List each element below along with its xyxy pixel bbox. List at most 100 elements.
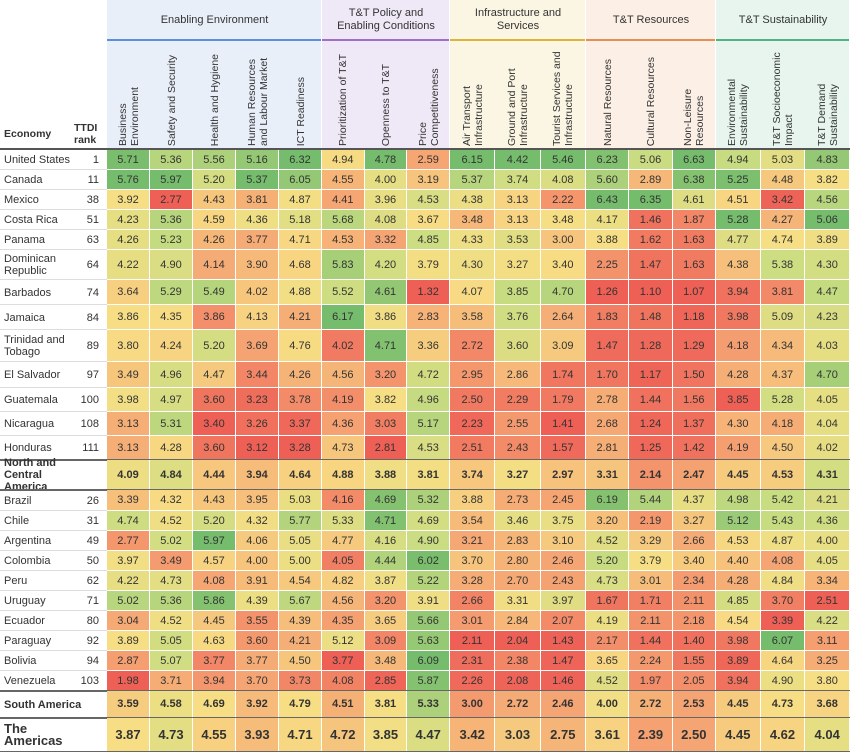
score-cell: 1.42: [672, 436, 716, 460]
score-cell: 4.50: [279, 651, 322, 671]
score-cell: 5.77: [279, 511, 322, 531]
row-rule: [0, 590, 107, 591]
score-cell: 4.90: [407, 531, 450, 551]
score-cell: 4.50: [760, 436, 806, 460]
score-cell: 5.67: [279, 591, 322, 611]
score-cell: 5.05: [279, 531, 322, 551]
column-header: Tourist Services and Infrastructure: [541, 44, 586, 146]
group-bg: [107, 0, 321, 150]
score-cell: 4.90: [150, 250, 193, 280]
score-cell: 2.46: [540, 691, 586, 718]
score-cell: 3.59: [107, 691, 150, 718]
score-cell: 2.53: [672, 691, 716, 718]
score-cell: 1.46: [629, 210, 673, 230]
score-cell: 5.02: [150, 531, 193, 551]
score-cell: 4.05: [805, 551, 850, 571]
score-cell: 2.11: [672, 591, 716, 611]
row-rule: [0, 189, 107, 190]
score-cell: 4.23: [107, 210, 150, 230]
column-header-text: Health and Hygiene: [208, 53, 221, 146]
score-cell: 4.36: [322, 412, 365, 436]
score-cell: 1.41: [540, 412, 586, 436]
group-rule: [107, 39, 321, 41]
score-cell: 4.19: [322, 388, 365, 412]
score-cell: 5.06: [805, 210, 850, 230]
score-cell: 4.87: [760, 531, 806, 551]
score-cell: 4.58: [150, 691, 193, 718]
score-cell: 4.85: [716, 591, 761, 611]
score-cell: 3.85: [364, 718, 408, 752]
column-header-text: Cultural Resources: [644, 56, 657, 146]
score-cell: 1.47: [540, 651, 586, 671]
score-cell: 5.25: [716, 170, 761, 190]
column-header-text: Environmental Sustainability: [726, 78, 751, 146]
score-cell: 2.64: [540, 305, 586, 330]
summary-rule: [0, 690, 850, 692]
economy-name: Canada: [4, 174, 43, 186]
column-header-text: Ground and Port Infrastructure: [505, 68, 530, 146]
score-cell: 4.05: [322, 551, 365, 571]
ttdi-rank: 64: [86, 259, 99, 271]
score-cell: 2.45: [540, 490, 586, 511]
score-cell: 1.74: [540, 362, 586, 388]
score-cell: 3.42: [450, 718, 496, 752]
ttdi-rank: 26: [86, 494, 99, 507]
score-cell: 4.02: [236, 280, 279, 305]
score-cell: 4.41: [322, 190, 365, 210]
score-cell: 3.82: [364, 388, 408, 412]
ttdi-rank: 100: [80, 394, 99, 406]
score-cell: 4.84: [150, 460, 193, 490]
score-cell: 5.03: [279, 490, 322, 511]
column-header-text: ICT Readiness: [294, 76, 307, 146]
summary-rule: [0, 459, 850, 461]
score-cell: 4.77: [716, 230, 761, 250]
score-cell: 3.21: [450, 531, 496, 551]
score-cell: 5.97: [193, 531, 236, 551]
score-cell: 3.11: [805, 631, 850, 651]
score-cell: 3.92: [236, 691, 279, 718]
column-header-text: Business Environment: [116, 87, 141, 146]
score-cell: 3.70: [450, 551, 496, 571]
score-cell: 5.33: [322, 511, 365, 531]
score-cell: 3.00: [540, 230, 586, 250]
column-header: Cultural Resources: [629, 44, 672, 146]
score-cell: 3.92: [107, 190, 150, 210]
score-cell: 4.97: [150, 388, 193, 412]
group-bg: [586, 0, 715, 150]
score-cell: 3.49: [107, 362, 150, 388]
score-cell: 2.87: [107, 651, 150, 671]
score-cell: 4.00: [805, 531, 850, 551]
score-cell: 4.61: [672, 190, 716, 210]
score-cell: 1.98: [107, 671, 150, 691]
score-cell: 3.37: [279, 412, 322, 436]
score-cell: 4.45: [716, 460, 761, 490]
score-cell: 4.70: [540, 280, 586, 305]
score-cell: 2.04: [495, 631, 541, 651]
score-cell: 4.47: [193, 362, 236, 388]
score-cell: 2.43: [540, 571, 586, 591]
score-cell: 3.98: [716, 631, 761, 651]
score-cell: 1.37: [672, 412, 716, 436]
score-cell: 5.46: [540, 150, 586, 170]
score-cell: 5.23: [150, 230, 193, 250]
ttdi-rank: 97: [86, 369, 99, 381]
score-cell: 1.79: [540, 388, 586, 412]
score-cell: 4.68: [279, 250, 322, 280]
score-cell: 2.66: [450, 591, 496, 611]
score-cell: 4.71: [364, 330, 408, 362]
score-cell: 5.36: [150, 150, 193, 170]
row-rule: [0, 510, 107, 511]
score-cell: 3.77: [193, 651, 236, 671]
score-cell: 5.71: [107, 150, 150, 170]
score-cell: 2.75: [540, 718, 586, 752]
score-cell: 4.48: [760, 170, 806, 190]
column-header: T&T Socioeconomic Impact: [761, 44, 806, 146]
score-cell: 3.67: [407, 210, 450, 230]
group-title: T&T Resources: [612, 13, 690, 26]
score-cell: 1.56: [672, 388, 716, 412]
score-cell: 3.82: [805, 170, 850, 190]
score-cell: 3.13: [107, 412, 150, 436]
score-cell: 3.61: [586, 718, 630, 752]
score-cell: 3.13: [107, 436, 150, 460]
score-cell: 4.94: [716, 150, 761, 170]
